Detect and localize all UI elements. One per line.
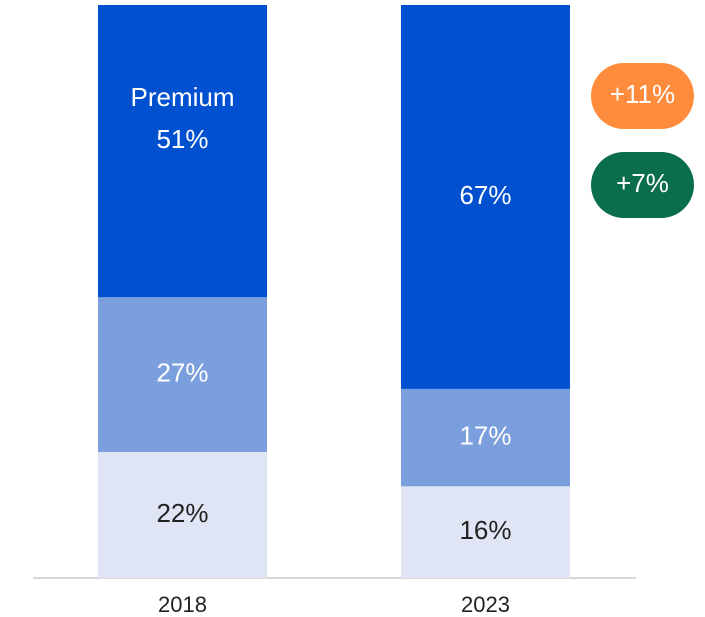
bar-segment: [401, 388, 570, 487]
data-label: 51%: [156, 124, 208, 154]
change-badge: [591, 63, 694, 129]
data-label: 67%: [459, 180, 511, 210]
data-label: 16%: [459, 515, 511, 545]
bar-segment: [401, 5, 570, 389]
x-tick-label: 2018: [158, 592, 207, 617]
change-badge: [591, 152, 694, 218]
change-label: +7%: [616, 168, 669, 198]
data-label: 22%: [156, 498, 208, 528]
x-tick-label: 2023: [461, 592, 510, 617]
bar-segment: [401, 486, 570, 578]
bar-segment: [98, 5, 267, 298]
bar-segment: [98, 451, 267, 578]
data-label: 27%: [156, 357, 208, 387]
data-label: 17%: [459, 420, 511, 450]
series-label: Premium: [130, 82, 234, 112]
bar-segment: [98, 297, 267, 452]
change-label: +11%: [610, 79, 675, 109]
